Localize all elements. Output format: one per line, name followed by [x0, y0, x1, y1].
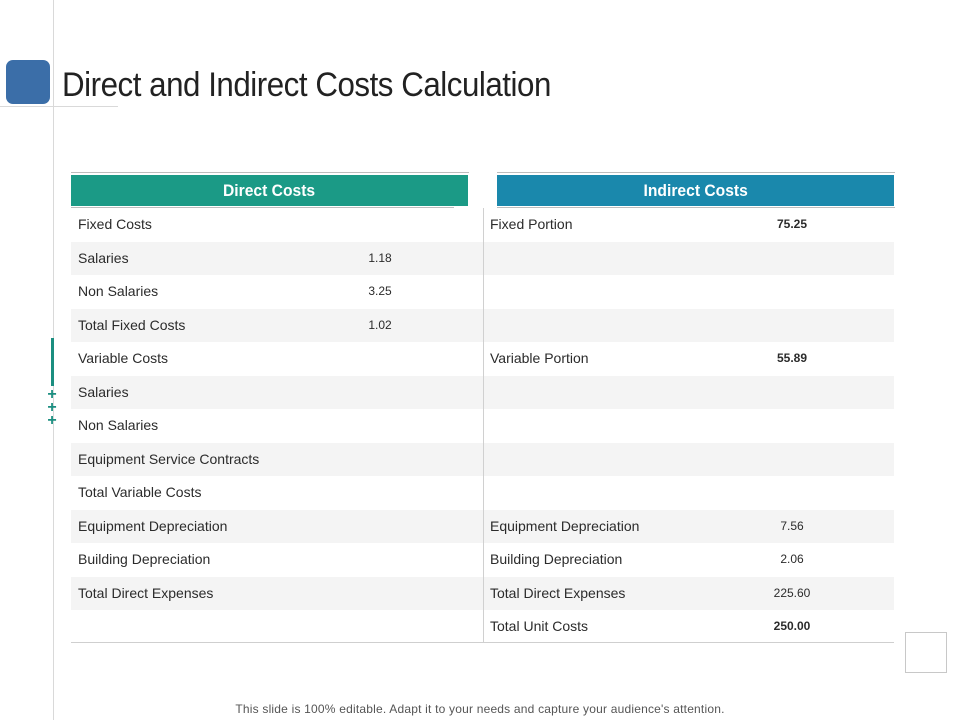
direct-cost-value: 3.25 [368, 284, 392, 298]
indirect-cost-value [752, 443, 832, 477]
indirect-cost-value: 75.25 [776, 217, 808, 231]
indirect-costs-header-label: Indirect Costs [643, 181, 748, 200]
indirect-cost-label: Variable Portion [490, 350, 589, 366]
indirect-cost-value: 2.06 [780, 552, 804, 566]
indirect-cost-value [752, 309, 832, 343]
table-row: Building Depreciation Building Depreciati… [71, 543, 894, 577]
side-accent-bar [51, 338, 54, 386]
plus-icon: + [47, 412, 57, 429]
header-top-line [71, 172, 469, 173]
direct-cost-value [340, 577, 420, 611]
header-top-line [497, 172, 895, 173]
direct-cost-value [340, 376, 420, 410]
plus-icon: + [47, 399, 57, 416]
column-divider [483, 208, 484, 643]
indirect-cost-label: Building Depreciation [490, 551, 623, 567]
table-bottom-line [71, 642, 894, 643]
direct-cost-value [340, 208, 420, 242]
direct-cost-value [340, 610, 420, 644]
direct-cost-value: 1.02 [368, 317, 392, 332]
indirect-cost-value: 55.89 [776, 351, 808, 365]
plus-icon: + [47, 386, 57, 403]
direct-cost-value [340, 342, 420, 376]
indirect-cost-label: Total Direct Expenses [490, 584, 626, 601]
table-row: Total Unit Costs 250.00 [71, 610, 894, 644]
title-accent-square [6, 60, 50, 104]
footer-note: This slide is 100% editable. Adapt it to… [235, 702, 725, 716]
direct-cost-value [340, 443, 420, 477]
cost-table: Fixed Costs Fixed Portion 75.25 Salaries 1.1… [71, 208, 894, 644]
direct-cost-label: Total Variable Costs [78, 484, 202, 500]
indirect-cost-value [752, 242, 832, 276]
direct-cost-value [340, 543, 420, 577]
table-row: Equipment Service Contracts [71, 442, 894, 477]
table-row: Fixed Costs Fixed Portion 75.25 [71, 208, 894, 242]
direct-cost-label: Salaries [78, 383, 129, 400]
indirect-cost-value: 225.60 [773, 585, 811, 600]
direct-cost-value: 1.18 [368, 250, 392, 265]
direct-cost-value [340, 409, 420, 443]
table-row: Total Variable Costs [71, 476, 894, 510]
indirect-cost-label: Total Unit Costs [490, 618, 589, 634]
indirect-costs-header: Indirect Costs [497, 175, 894, 206]
table-row: Total Fixed Costs 1.02 [71, 308, 894, 343]
table-row: Salaries [71, 375, 894, 410]
table-row: Salaries 1.18 [71, 241, 894, 276]
table-row: Equipment Depreciation Equipment Deprecia… [71, 509, 894, 544]
direct-cost-label: Total Fixed Costs [78, 316, 186, 333]
direct-costs-header-label: Direct Costs [223, 181, 316, 200]
direct-cost-label: Total Direct Expenses [78, 584, 214, 601]
indirect-cost-value [752, 476, 832, 510]
indirect-cost-label: Fixed Portion [490, 216, 573, 232]
direct-cost-label: Fixed Costs [78, 216, 152, 232]
indirect-cost-value [752, 376, 832, 410]
direct-cost-label: Variable Costs [78, 350, 169, 366]
indirect-cost-value [752, 275, 832, 309]
header-bottom-line [497, 207, 895, 208]
table-row: Total Direct Expenses Total Direct Expens… [71, 576, 894, 611]
direct-cost-value [340, 510, 420, 544]
direct-cost-label: Building Depreciation [78, 551, 211, 567]
direct-costs-header: Direct Costs [71, 175, 468, 206]
table-row: Variable Costs Variable Portion 55.89 [71, 342, 894, 376]
table-row: Non Salaries 3.25 [71, 275, 894, 309]
direct-cost-label: Equipment Depreciation [78, 517, 228, 534]
header-bottom-line [71, 207, 454, 208]
corner-frame [905, 632, 947, 673]
indirect-cost-label: Equipment Depreciation [490, 517, 640, 534]
indirect-cost-value [752, 409, 832, 443]
horizontal-guide-line [0, 106, 118, 107]
direct-cost-label: Non Salaries [78, 283, 159, 299]
direct-cost-label: Non Salaries [78, 417, 159, 433]
direct-cost-label: Equipment Service Contracts [78, 450, 260, 467]
direct-cost-label: Salaries [78, 249, 129, 266]
indirect-cost-value: 7.56 [780, 518, 804, 533]
direct-cost-value [340, 476, 420, 510]
indirect-cost-value: 250.00 [773, 619, 811, 633]
page-title: Direct and Indirect Costs Calculation [62, 66, 551, 104]
table-row: Non Salaries [71, 409, 894, 443]
